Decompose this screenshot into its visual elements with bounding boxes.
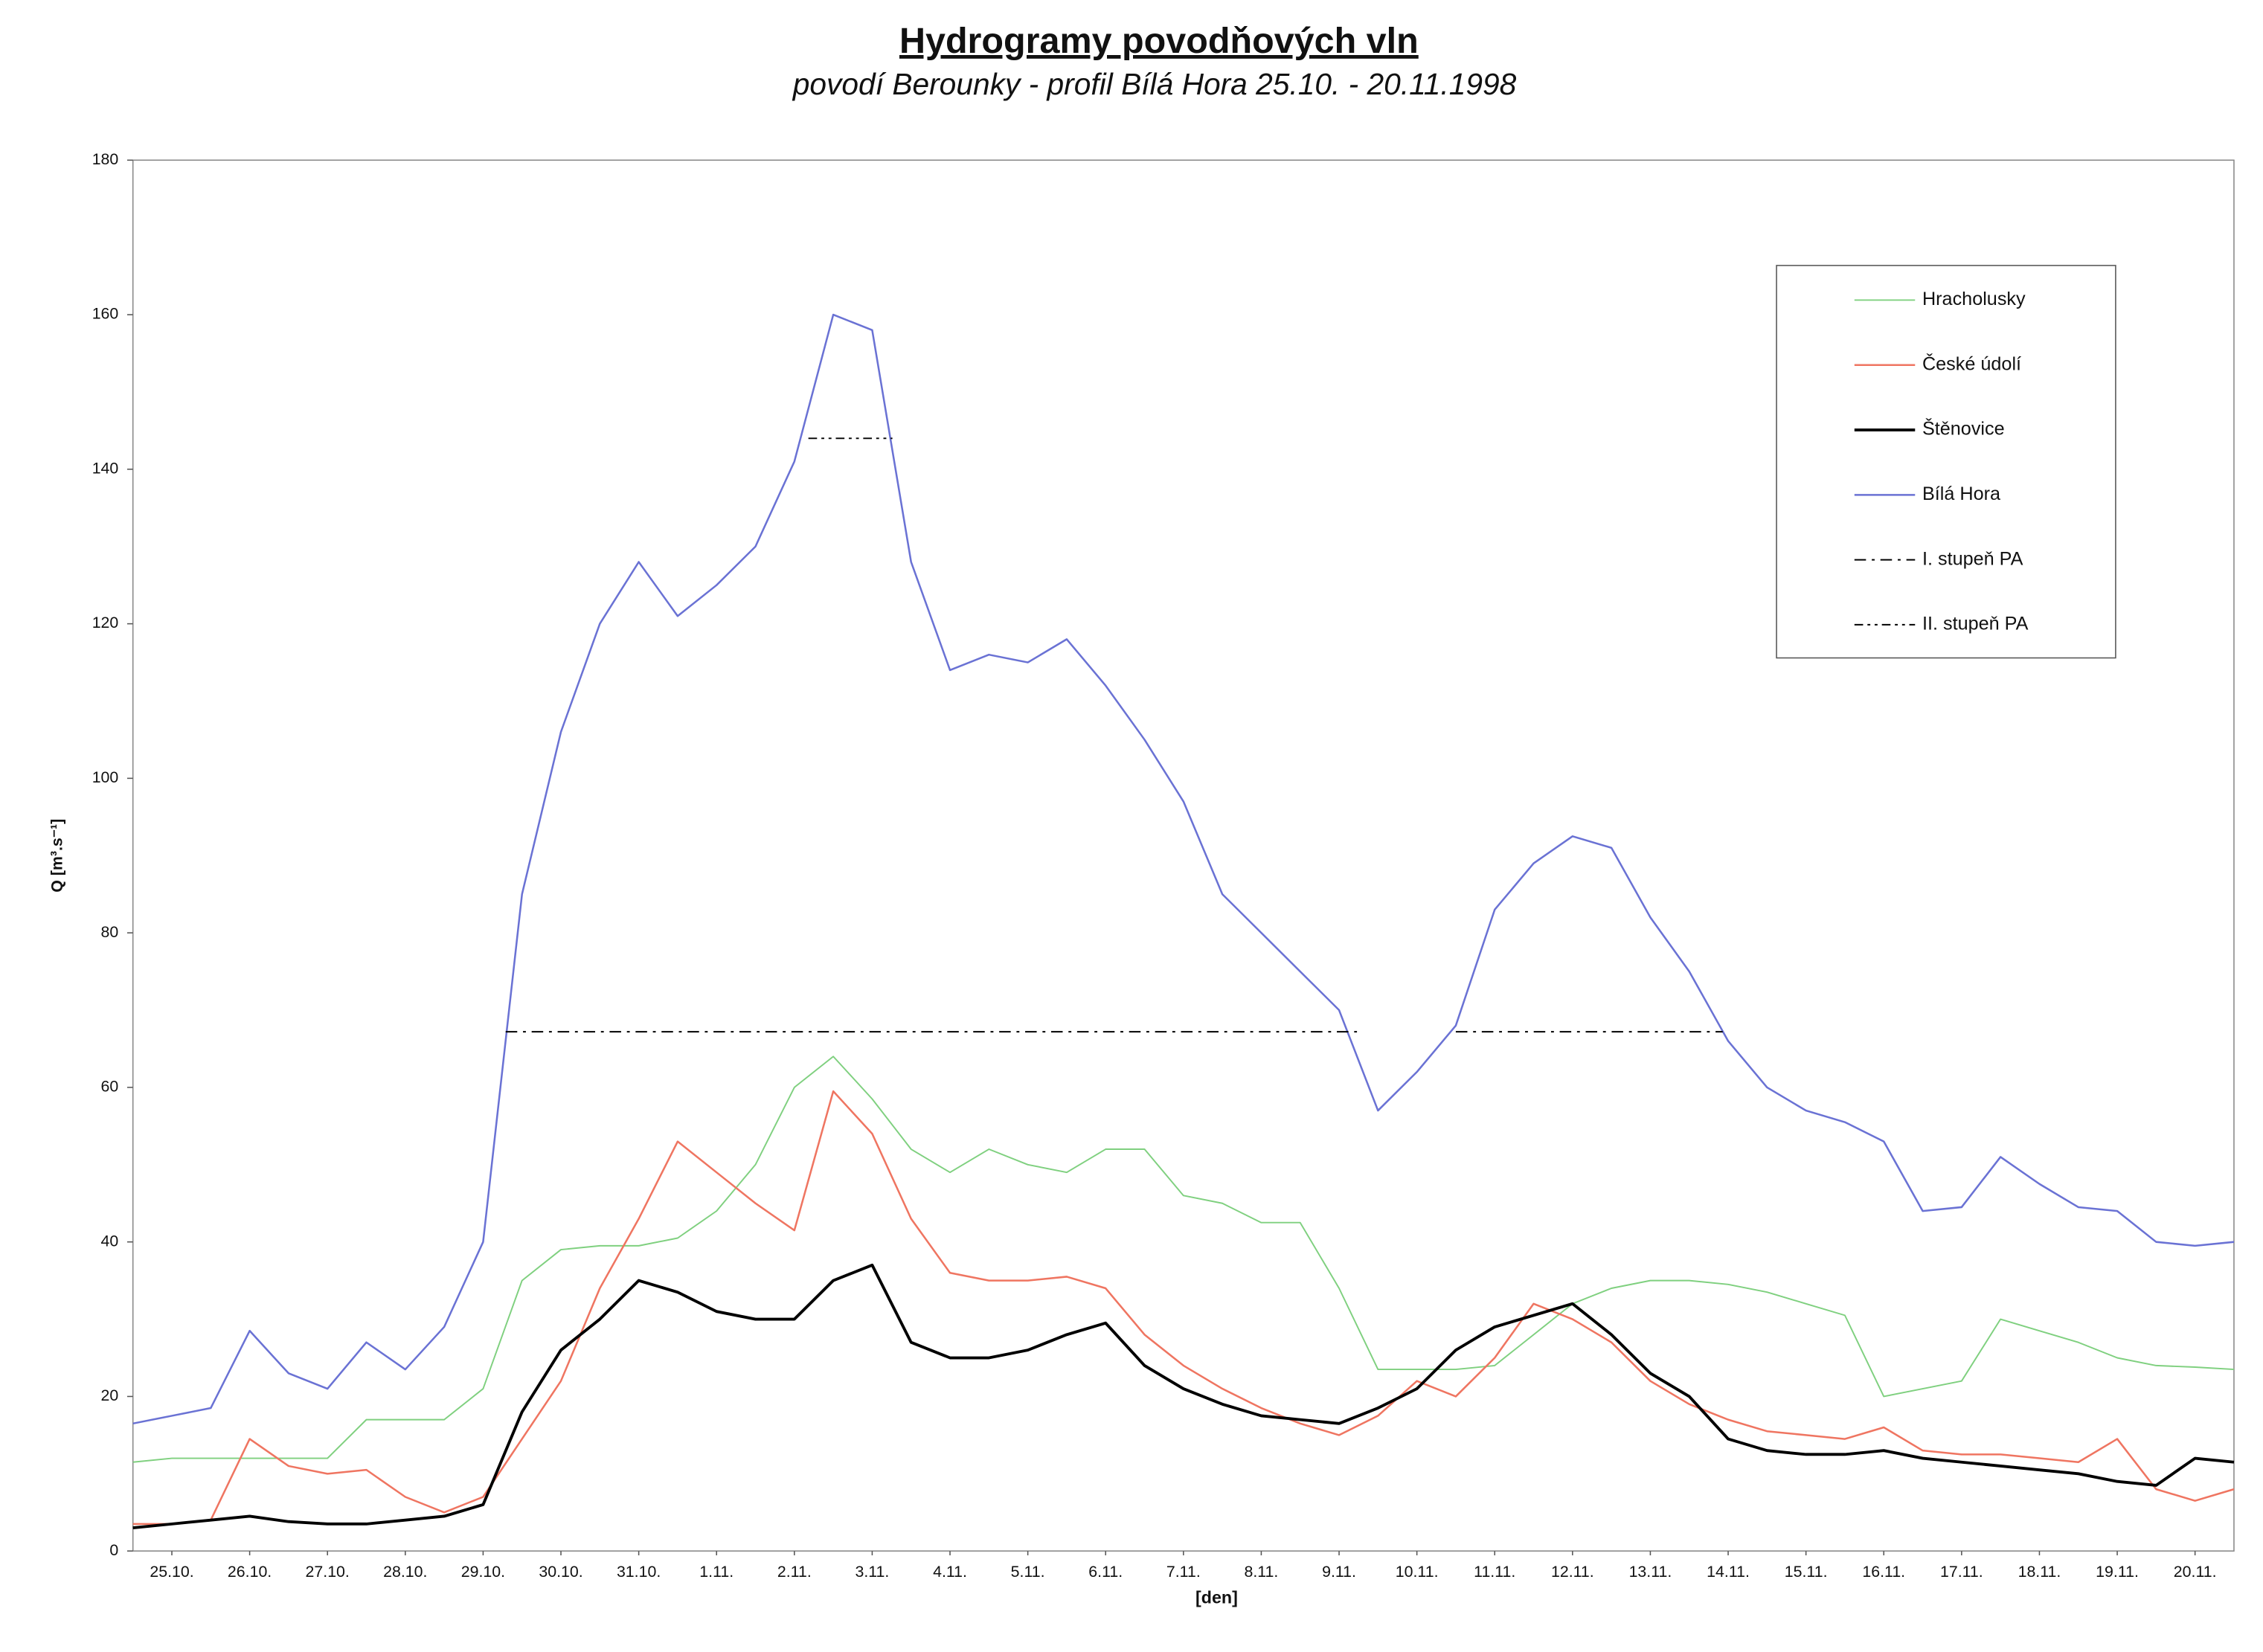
y-tick-label: 140 (92, 459, 119, 477)
x-tick-label: 8.11. (1245, 1563, 1279, 1581)
chart-title: Hydrogramy povodňových vln (899, 21, 1419, 61)
chart-subtitle: povodí Berounky - profil Bílá Hora 25.10… (792, 67, 1517, 101)
x-tick-label: 29.10. (461, 1563, 505, 1581)
y-tick-label: 120 (92, 614, 119, 631)
x-tick-label: 9.11. (1322, 1563, 1356, 1581)
x-tick-label: 20.11. (2174, 1563, 2217, 1581)
legend-box (1776, 265, 2116, 659)
y-tick-label: 180 (92, 150, 119, 168)
legend-label: Hracholusky (1922, 289, 2026, 309)
x-tick-label: 31.10. (617, 1563, 661, 1581)
legend-label: Štěnovice (1922, 418, 2005, 440)
x-tick-label: 13.11. (1629, 1563, 1672, 1581)
x-tick-label: 15.11. (1785, 1563, 1828, 1581)
x-tick-label: 12.11. (1551, 1563, 1594, 1581)
x-tick-label: 1.11. (699, 1563, 734, 1581)
y-tick-label: 40 (101, 1232, 119, 1250)
x-axis-label: [den] (1195, 1587, 1238, 1607)
x-tick-label: 5.11. (1011, 1563, 1045, 1581)
x-tick-label: 17.11. (1940, 1563, 1983, 1581)
x-tick-label: 11.11. (1474, 1563, 1515, 1581)
y-tick-label: 20 (101, 1386, 119, 1404)
y-tick-label: 80 (101, 923, 119, 941)
series-line (132, 1090, 2235, 1526)
x-tick-label: 26.10. (228, 1563, 272, 1581)
series-line (132, 1263, 2235, 1529)
series-line (132, 313, 2235, 1425)
legend-label: Bílá Hora (1922, 483, 2001, 504)
x-tick-label: 7.11. (1166, 1563, 1201, 1581)
y-tick-label: 0 (109, 1541, 118, 1559)
x-tick-label: 10.11. (1396, 1563, 1439, 1581)
x-tick-label: 30.10. (539, 1563, 582, 1581)
x-tick-label: 2.11. (777, 1563, 812, 1581)
legend-label: II. stupeň PA (1922, 614, 2029, 634)
x-tick-label: 25.10. (150, 1563, 193, 1581)
x-tick-label: 6.11. (1088, 1563, 1123, 1581)
legend-label: České údolí (1922, 353, 2021, 374)
x-tick-label: 18.11. (2018, 1563, 2061, 1581)
legend-label: I. stupeň PA (1922, 548, 2023, 569)
x-tick-label: 4.11. (933, 1563, 967, 1581)
x-tick-label: 14.11. (1707, 1563, 1750, 1581)
y-tick-label: 100 (92, 768, 119, 786)
x-tick-label: 27.10. (306, 1563, 350, 1581)
y-tick-label: 60 (101, 1078, 119, 1096)
x-tick-label: 28.10. (383, 1563, 427, 1581)
x-tick-label: 19.11. (2096, 1563, 2139, 1581)
y-axis-label: Q [m³.s⁻¹] (48, 819, 65, 893)
x-tick-label: 3.11. (855, 1563, 889, 1581)
series-line (132, 1055, 2235, 1463)
y-tick-label: 160 (92, 305, 119, 323)
x-tick-label: 16.11. (1862, 1563, 1905, 1581)
